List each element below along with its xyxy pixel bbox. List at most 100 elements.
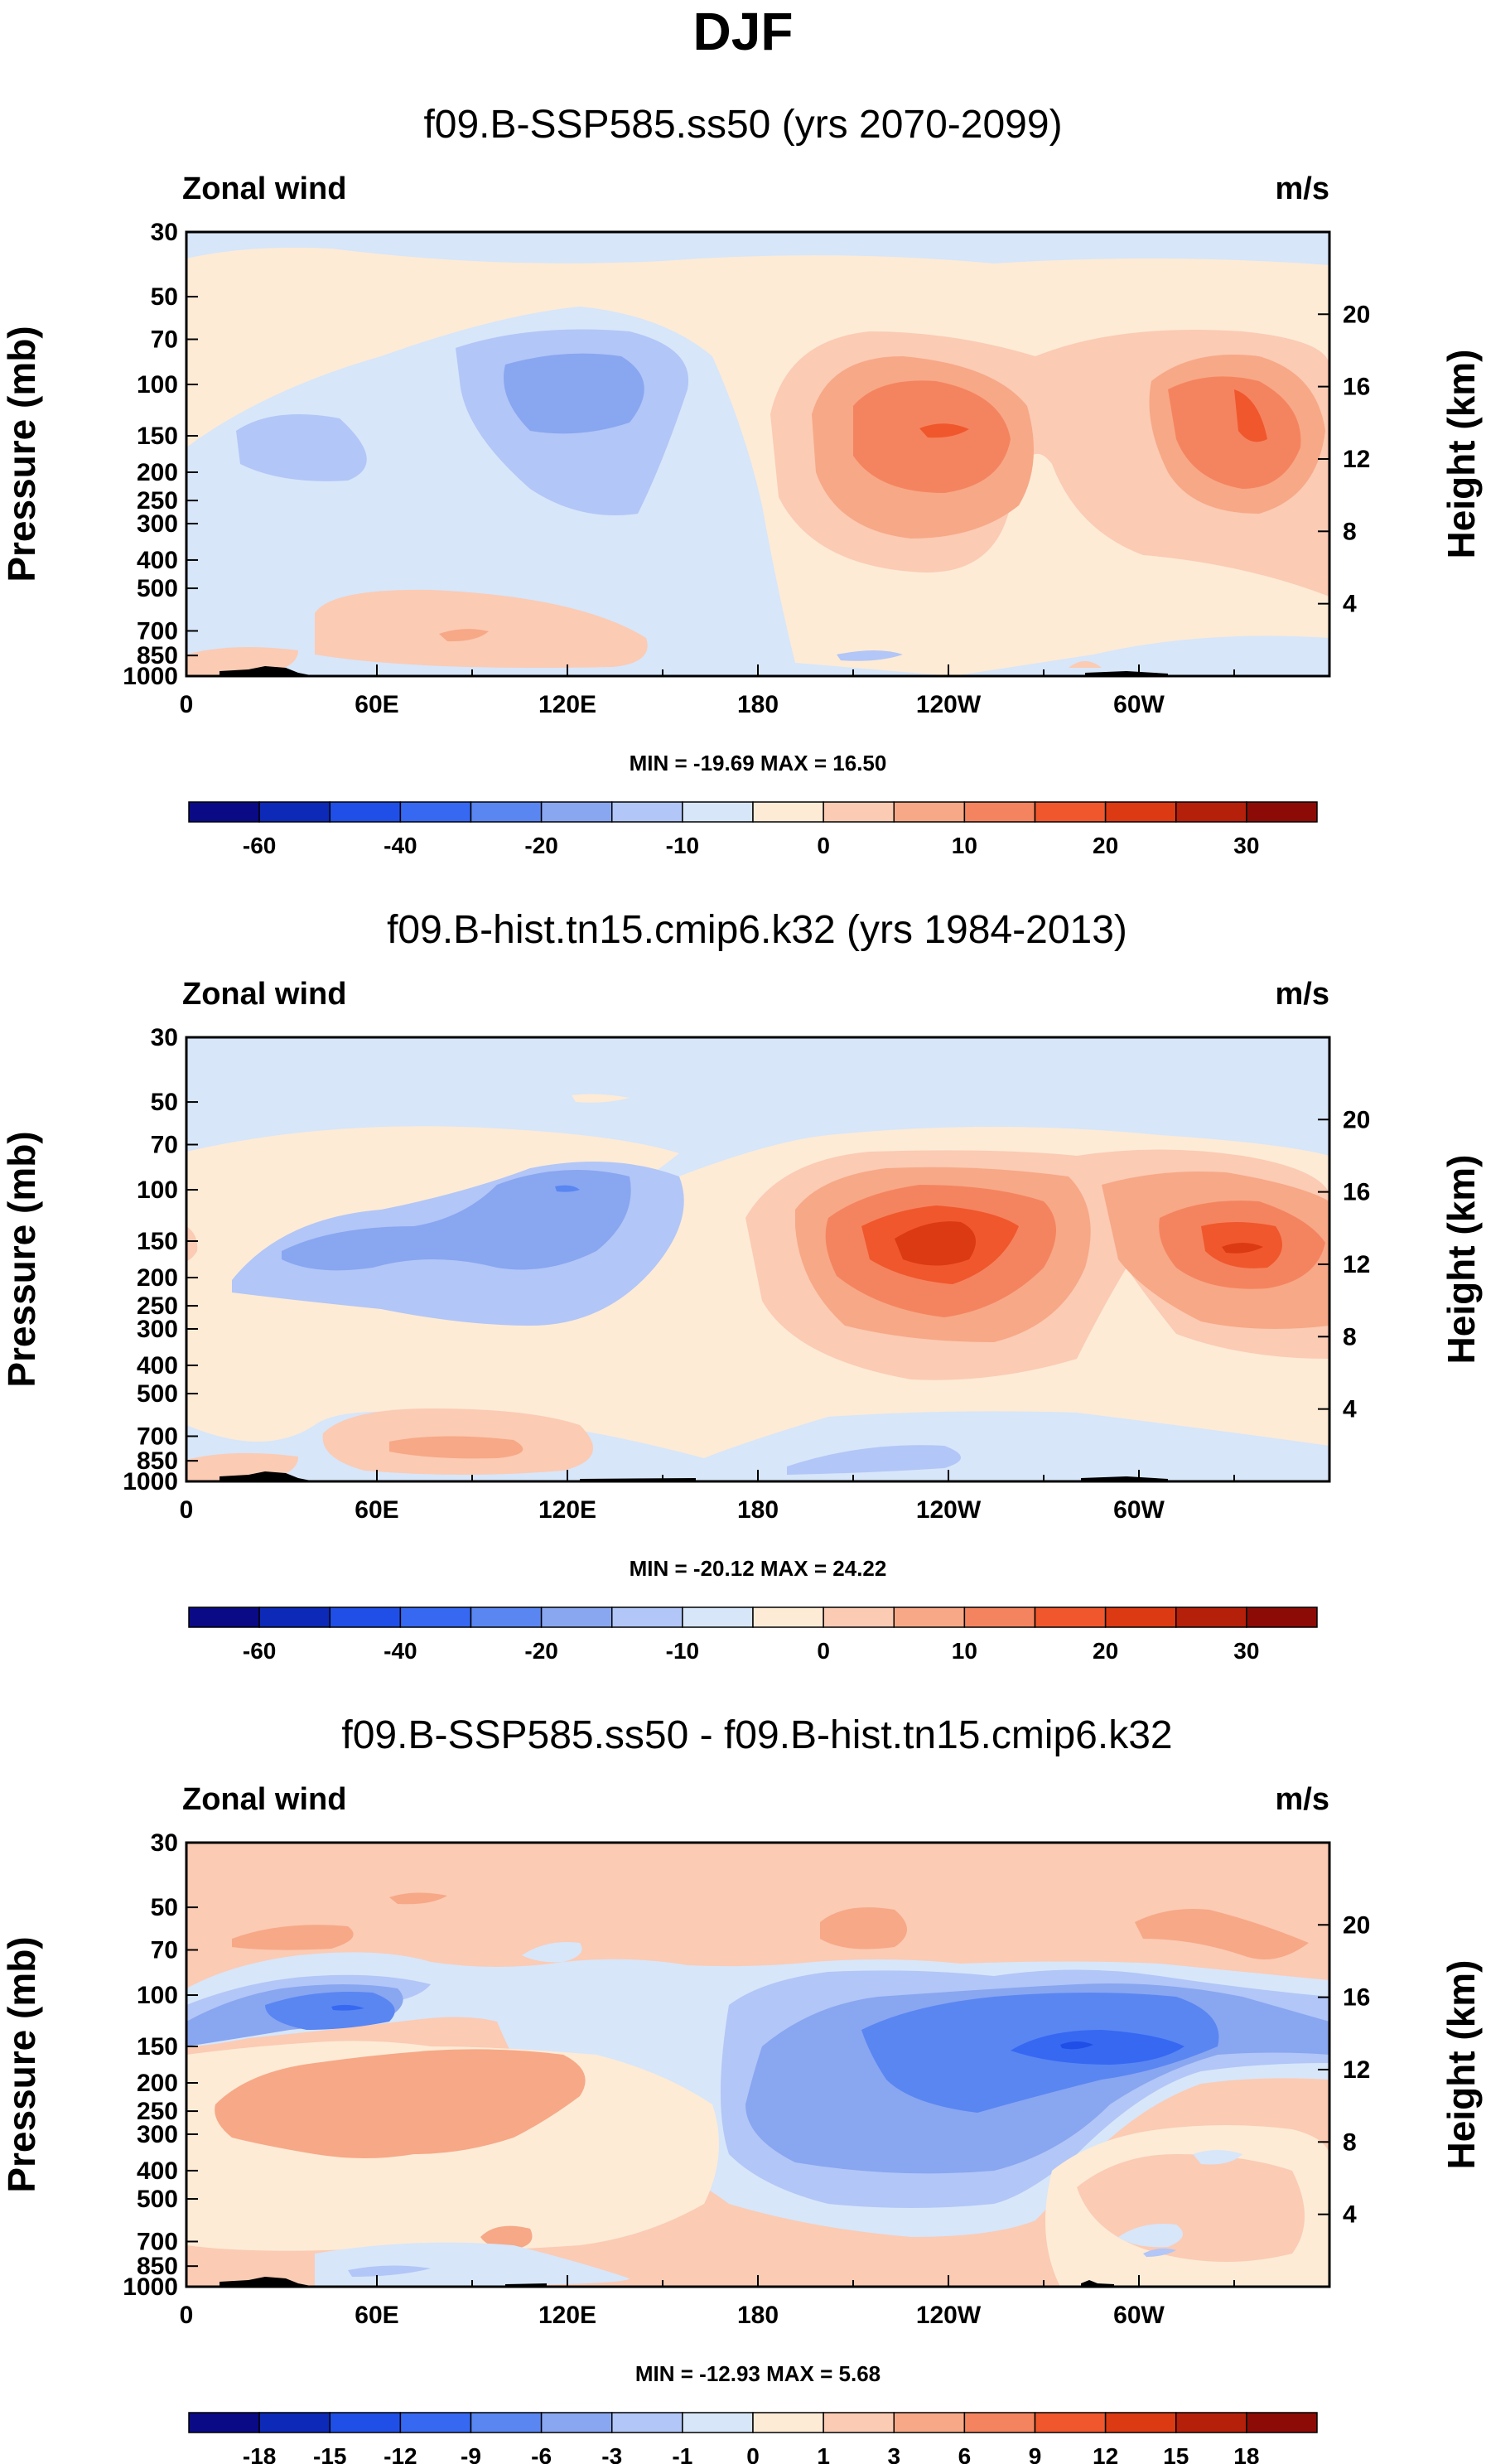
panel-title: f09.B-SSP585.ss50 - f09.B-hist.tn15.cmip… (341, 1713, 1172, 1757)
x-tick-label: 120E (538, 2302, 596, 2329)
colorbar-swatch (682, 2412, 754, 2433)
contour-neg-pocket-3 (1193, 2150, 1242, 2165)
colorbar-label: -60 (243, 833, 276, 858)
contour-pos-3c (820, 1907, 907, 1949)
x-tick-label: 60E (355, 1496, 398, 1524)
y-tick-label: 700 (137, 2228, 178, 2255)
y-right-tick-label: 12 (1343, 446, 1370, 473)
colorbar-label: 3 (887, 2443, 900, 2464)
colorbar-swatch (823, 2412, 895, 2433)
y-right-tick-label: 8 (1343, 518, 1357, 545)
y-tick-label: 50 (151, 283, 178, 311)
colorbar-swatch (752, 2412, 824, 2433)
x-axis-ticks: 0 60E 120E 180 120W 60W (180, 664, 1235, 718)
colorbar-label: -20 (524, 833, 557, 858)
colorbar-label: 0 (817, 833, 830, 858)
colorbar-swatch (329, 2412, 402, 2433)
y-tick-label: 100 (137, 1982, 178, 2009)
contour-easterly-20 (504, 353, 644, 434)
colorbar-label: -9 (461, 2443, 481, 2464)
colorbar: -60 -40 -20 -10 0 10 20 30 (188, 801, 1318, 858)
y-tick-label: 200 (137, 1264, 178, 1292)
contour-field (186, 1037, 1329, 1481)
colorbar-swatch (258, 2412, 330, 2433)
y-right-tick-label: 20 (1343, 1911, 1370, 1939)
y-tick-label: 700 (137, 617, 178, 645)
x-tick-label: 120E (538, 691, 596, 718)
x-tick-label: 120E (538, 1496, 596, 1524)
y-tick-label: 850 (137, 2253, 178, 2280)
y-right-tick-label: 4 (1343, 2201, 1357, 2229)
y-axis-right-title: Height (km) (1440, 350, 1483, 559)
y-tick-label: 700 (137, 1423, 178, 1450)
colorbar-label: -15 (313, 2443, 346, 2464)
colorbar-swatch (1175, 2412, 1247, 2433)
colorbar-swatch (540, 801, 613, 823)
y-tick-label: 1000 (123, 2273, 178, 2301)
colorbar-swatch (470, 2412, 543, 2433)
colorbar-label: -18 (243, 2443, 276, 2464)
variable-label: Zonal wind (182, 1782, 346, 1817)
colorbar-label: 0 (746, 2443, 760, 2464)
colorbar-label: -10 (666, 833, 699, 858)
contour-pos-3a (232, 1925, 354, 1950)
y-right-tick-label: 8 (1343, 1323, 1357, 1350)
contour-westerly-20b (1234, 389, 1267, 442)
colorbar-swatch (893, 801, 966, 823)
colorbar-label: 0 (817, 1638, 830, 1664)
colorbar-swatch (258, 1606, 330, 1628)
contour-westerly-west-edge (186, 1226, 198, 1261)
colorbar-swatch (540, 1606, 613, 1628)
units-label: m/s (1276, 172, 1329, 206)
colorbar-swatch (188, 2412, 260, 2433)
y-tick-label: 250 (137, 2098, 178, 2125)
colorbar-swatch (470, 801, 543, 823)
variable-label: Zonal wind (182, 172, 346, 206)
colorbar-label: 9 (1029, 2443, 1042, 2464)
colorbar-swatch (1034, 801, 1107, 823)
topography (220, 1471, 1168, 1481)
y-tick-label: 50 (151, 1089, 178, 1116)
contour-field (186, 232, 1329, 676)
colorbar-label: -40 (384, 1638, 417, 1664)
contour-neg-surface (315, 2242, 630, 2287)
x-tick-label: 120W (916, 2302, 982, 2329)
contour-westerly-25 (895, 1221, 976, 1266)
y-tick-label: 150 (137, 1228, 178, 1255)
colorbar-swatch (963, 1606, 1036, 1628)
colorbar-label: -40 (384, 833, 417, 858)
y-tick-label: 30 (151, 1829, 178, 1857)
y-tick-label: 300 (137, 510, 178, 538)
y-tick-label: 70 (151, 1132, 178, 1159)
panel-historical: f09.B-hist.tn15.cmip6.k32 (yrs 1984-2013… (0, 908, 1483, 1664)
colorbar-swatch (823, 801, 895, 823)
colorbar-swatch (258, 801, 330, 823)
y-axis-title: Pressure (mb) (0, 326, 43, 582)
y-tick-label: 400 (137, 2157, 178, 2185)
y-axis-right-ticks: 20 16 12 8 4 (1318, 1911, 1370, 2229)
y-tick-label: 1000 (123, 1468, 178, 1495)
contour-field (186, 1843, 1329, 2287)
min-max-label: MIN = -19.69 MAX = 16.50 (630, 751, 887, 775)
min-max-label: MIN = -20.12 MAX = 24.22 (630, 1556, 887, 1581)
y-right-tick-label: 16 (1343, 1179, 1370, 1206)
x-tick-label: 180 (737, 2302, 779, 2329)
y-tick-label: 100 (137, 371, 178, 399)
colorbar-swatch (1104, 1606, 1177, 1628)
colorbar-label: 10 (952, 833, 977, 858)
colorbar-swatch (963, 801, 1036, 823)
y-tick-label: 200 (137, 459, 178, 486)
contour-surface-easterly (787, 1445, 961, 1475)
panel-difference: f09.B-SSP585.ss50 - f09.B-hist.tn15.cmip… (0, 1713, 1483, 2464)
units-label: m/s (1276, 1782, 1329, 1817)
contour-pos-3d (1135, 1909, 1309, 1959)
colorbar-label: -10 (666, 1638, 699, 1664)
colorbar-swatch (188, 801, 260, 823)
y-right-tick-label: 20 (1343, 301, 1370, 328)
contour-westerly-15b (1168, 376, 1301, 489)
colorbar-swatch (1104, 2412, 1177, 2433)
colorbar-label: 30 (1233, 833, 1259, 858)
